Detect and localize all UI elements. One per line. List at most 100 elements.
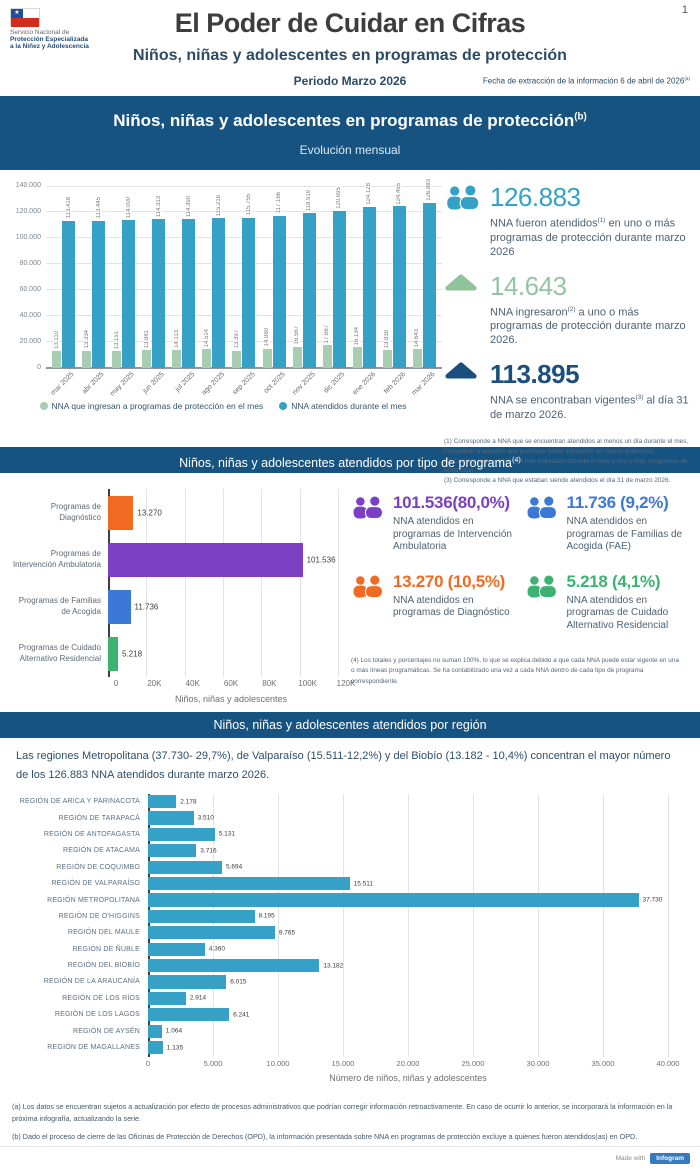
bar[interactable]	[148, 926, 275, 940]
ingress-bar[interactable]	[292, 346, 302, 368]
bar[interactable]	[108, 542, 303, 577]
attended-bar[interactable]	[242, 217, 256, 368]
x-tick-label: dic 2025	[322, 371, 347, 395]
x-tick-label: oct 2025	[262, 371, 287, 395]
ingress-bar[interactable]	[322, 345, 332, 368]
bar[interactable]	[148, 795, 177, 809]
ingress-bar[interactable]	[352, 347, 362, 368]
bar-value-label: 13.151	[113, 329, 120, 350]
attended-bar[interactable]	[62, 220, 75, 368]
region-bar-row: REGIÓN DEL MAULE 9.765	[10, 925, 700, 941]
gridline	[668, 793, 669, 1057]
attended-bar[interactable]	[362, 206, 376, 368]
regions-intro-text: Las regiones Metropolitana (37.730- 29,7…	[16, 750, 671, 782]
gridline	[343, 793, 344, 1057]
category-label: Programas de Familias de Acogida	[18, 596, 101, 616]
month-group: 14.980 117.166	[262, 191, 286, 368]
bar[interactable]	[148, 877, 350, 891]
bar[interactable]	[148, 942, 205, 956]
stat-value: 14.643	[490, 270, 567, 301]
bar-value-label: 17.667	[324, 323, 331, 344]
bottom-notes: (a) Los datos se encuentran sujetos a ac…	[0, 1083, 700, 1144]
ingress-bar[interactable]	[232, 350, 242, 368]
bar-value-label: 13.110	[53, 330, 60, 350]
x-tick-label: 35.000	[591, 1058, 615, 1068]
ingress-bar[interactable]	[172, 349, 182, 368]
attended-bar[interactable]	[182, 219, 196, 368]
page-number: 1	[681, 4, 688, 16]
bar-value-label: 115.216	[215, 193, 222, 218]
bar[interactable]	[148, 975, 227, 989]
region-bar-row: REGIÓN METROPOLITANA 37.730	[10, 892, 700, 908]
category-label: REGIÓN DE COQUIMBO	[56, 863, 140, 871]
ingress-bar[interactable]	[52, 351, 61, 368]
ingress-bar[interactable]	[382, 350, 392, 368]
people-group-icon	[351, 493, 393, 554]
month-group: 14.113 114.390	[172, 195, 196, 368]
legend-item-ingress[interactable]: NNA que ingresan a programas de protecci…	[39, 401, 263, 411]
bar[interactable]	[148, 991, 186, 1005]
x-tick-label: 120K	[336, 679, 356, 688]
x-tick-label: jul 2025	[173, 371, 197, 394]
bar-value-label: 14.980	[264, 327, 271, 348]
monthly-section: 0 20.000 40.000 60.000 80.000 100.000 120.000 1…	[0, 170, 700, 484]
attended-bar[interactable]	[422, 203, 436, 368]
bar[interactable]	[148, 1008, 230, 1022]
infogram-badge[interactable]: Infogram	[650, 1153, 690, 1164]
bar[interactable]	[148, 860, 222, 874]
bar[interactable]	[148, 893, 639, 907]
bar-value-label: 14.113	[173, 328, 180, 349]
region-bar-row: REGIÓN DEL BIOBÍO 13.182	[10, 957, 700, 973]
bar[interactable]	[148, 959, 320, 973]
attended-bar[interactable]	[302, 213, 316, 368]
bar[interactable]	[108, 495, 134, 530]
bar[interactable]	[148, 844, 197, 858]
gridline	[338, 489, 339, 677]
bar-value-label: 37.730	[642, 896, 663, 904]
legend-item-attended[interactable]: NNA atendidos durante el mes	[279, 401, 406, 411]
attended-bar[interactable]	[122, 219, 136, 368]
category-label: REGIÓN DE AYSÉN	[72, 1027, 140, 1035]
bar[interactable]	[148, 1040, 163, 1055]
ingress-bar[interactable]	[262, 348, 272, 368]
bar[interactable]	[108, 636, 118, 671]
bar-value-label: 14.514	[203, 327, 210, 349]
month-group: 14.514 115.216	[202, 193, 226, 368]
attended-bar[interactable]	[332, 211, 346, 368]
bar[interactable]	[148, 1024, 162, 1038]
x-tick-label: jun 2025	[142, 371, 167, 395]
bar[interactable]	[148, 909, 255, 924]
category-label: REGIÓN METROPOLITANA	[47, 896, 140, 904]
made-with-label: Made with	[615, 1155, 646, 1162]
bar-value-label: 6.241	[233, 1011, 250, 1019]
attended-bar[interactable]	[392, 206, 406, 368]
program-bar-row: Programas de Intervención Ambulatoria 101…	[8, 536, 345, 583]
bar-value-label: 13.397	[233, 329, 240, 350]
bar-value-label: 1.064	[165, 1027, 183, 1035]
bar[interactable]	[148, 827, 215, 842]
region-bar-row: REGIÓN DE LA ARAUCANÍA 6.015	[10, 974, 700, 990]
ingress-bar[interactable]	[202, 349, 212, 368]
bar[interactable]	[148, 811, 194, 825]
attended-bar[interactable]	[272, 215, 286, 368]
gridline	[473, 793, 474, 1057]
bar-value-label: 16.134	[354, 325, 361, 346]
ingress-bar[interactable]	[412, 349, 422, 368]
y-tick-label: 100.000	[15, 234, 41, 241]
ingress-bar[interactable]	[112, 350, 122, 368]
bar-value-label: 5.131	[218, 830, 235, 838]
attended-bar[interactable]	[212, 218, 226, 368]
ingress-bar[interactable]	[82, 350, 92, 368]
bar-value-label: 14.643	[414, 327, 421, 348]
extraction-date: Fecha de extracción de la información 6 …	[482, 76, 690, 86]
stat-residencial: 5.218 (4,1%) NNA atendidos en programas …	[525, 572, 693, 633]
y-tick-label: 40.000	[19, 312, 41, 319]
bar-value-label: 15.511	[353, 880, 373, 888]
footer: Made with Infogram	[0, 1146, 700, 1170]
attended-bar[interactable]	[92, 220, 106, 368]
bar-value-label: 2.914	[189, 994, 207, 1002]
bar[interactable]	[108, 589, 131, 624]
attended-bar[interactable]	[152, 219, 166, 368]
ingress-bar[interactable]	[142, 350, 152, 368]
